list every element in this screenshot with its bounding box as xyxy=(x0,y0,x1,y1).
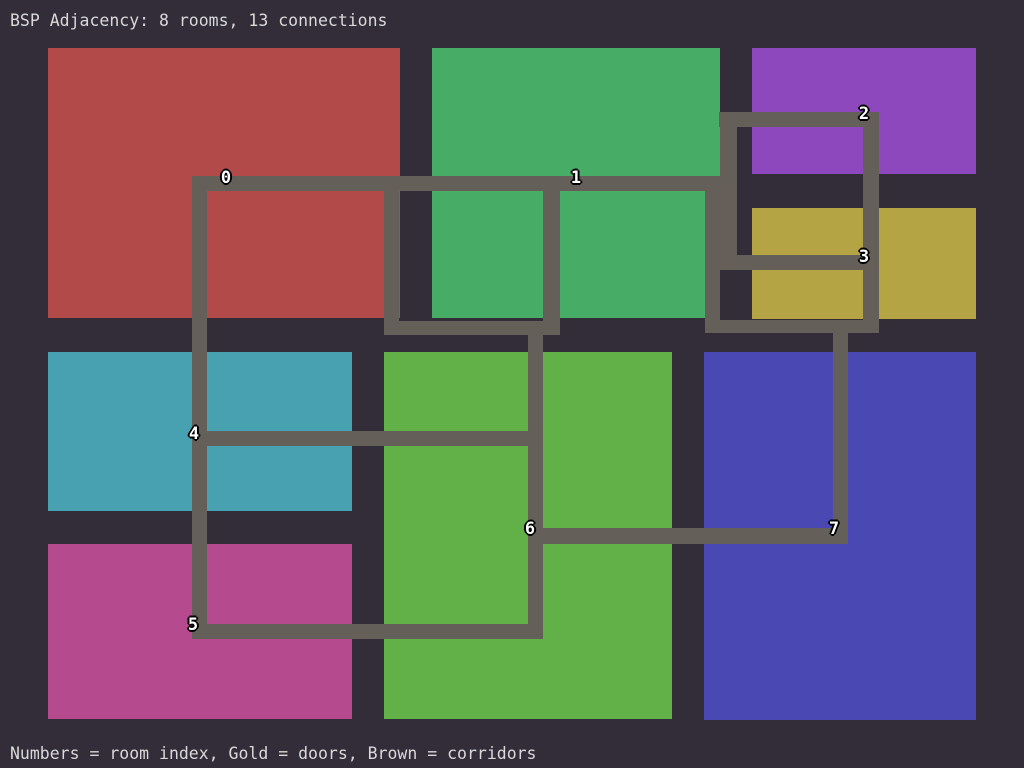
room-index-label-4: 4 xyxy=(188,424,200,445)
corridor-segment xyxy=(384,321,560,335)
corridor-segment xyxy=(833,333,848,544)
corridor-segment xyxy=(384,190,399,335)
corridor-segment xyxy=(720,127,737,270)
room-index-label-1: 1 xyxy=(570,168,582,189)
corridor-segment xyxy=(543,528,848,544)
room-index-label-6: 6 xyxy=(524,519,536,540)
corridor-segment xyxy=(192,624,543,639)
room-index-label-2: 2 xyxy=(858,104,870,125)
corridor-segment xyxy=(192,431,543,446)
corridor-segment xyxy=(192,176,720,191)
corridor-segment xyxy=(863,112,879,333)
corridor-segment xyxy=(706,320,879,333)
legend-text: Numbers = room index, Gold = doors, Brow… xyxy=(10,744,537,763)
room-index-label-0: 0 xyxy=(220,168,232,189)
room-index-label-5: 5 xyxy=(187,615,199,636)
room-index-label-7: 7 xyxy=(828,519,840,540)
room-index-label-3: 3 xyxy=(858,247,870,268)
corridor-segment xyxy=(705,176,720,333)
corridor-segment xyxy=(706,255,879,270)
corridor-segment xyxy=(192,176,207,639)
corridor-segment xyxy=(528,321,543,639)
page-title: BSP Adjacency: 8 rooms, 13 connections xyxy=(10,11,388,30)
corridor-segment xyxy=(543,190,560,335)
corridor-segment xyxy=(719,112,879,127)
